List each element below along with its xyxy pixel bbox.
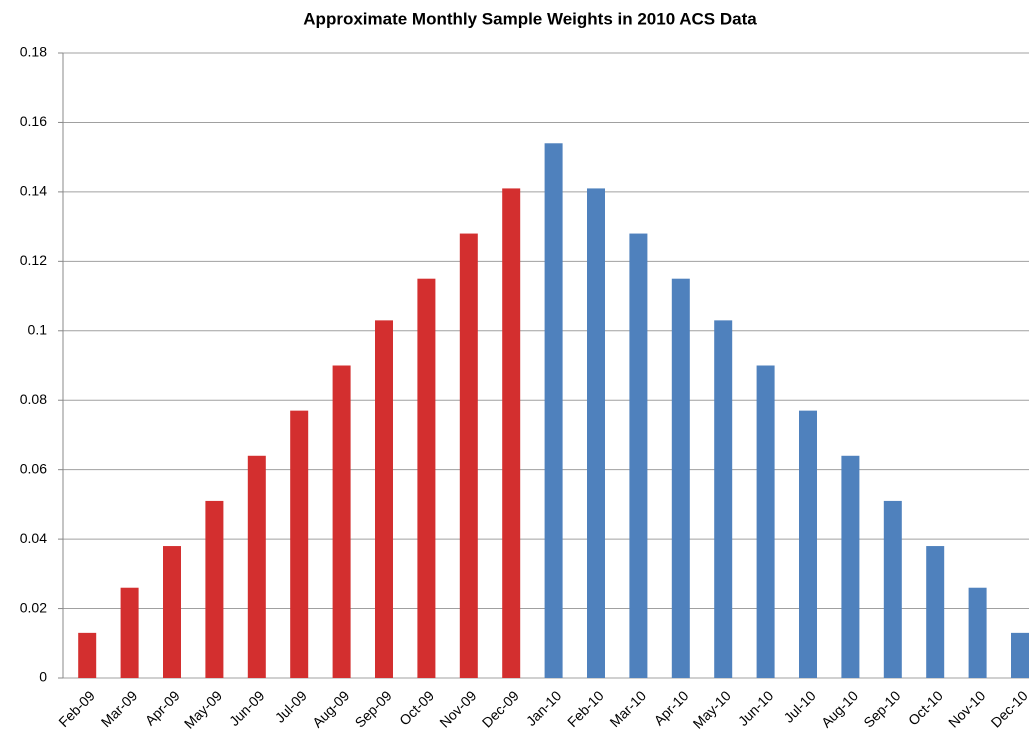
- y-tick-label: 0: [39, 669, 47, 685]
- bar: [205, 500, 224, 678]
- y-tick-label: 0.08: [20, 391, 47, 407]
- bar: [502, 188, 521, 678]
- bar: [714, 320, 733, 678]
- bar: [1011, 632, 1029, 678]
- y-tick-label: 0.02: [20, 599, 47, 615]
- x-tick-label: Jan-10: [523, 687, 565, 729]
- x-tick-label: Aug-09: [309, 687, 352, 730]
- x-tick-label: Sep-10: [860, 687, 903, 730]
- x-tick-label: Jun-10: [735, 687, 777, 729]
- x-tick-label: Jul-10: [780, 687, 818, 725]
- x-tick-label: May-10: [690, 687, 734, 731]
- bar: [247, 455, 266, 678]
- x-tick-label: Feb-10: [564, 687, 607, 730]
- bar: [841, 455, 860, 678]
- y-tick-label: 0.16: [20, 113, 47, 129]
- x-tick-label: Mar-09: [98, 687, 141, 730]
- x-tick-label: Jun-09: [226, 687, 268, 729]
- bar: [671, 278, 690, 678]
- y-tick-label: 0.14: [20, 183, 47, 199]
- x-tick-label: Nov-09: [436, 687, 479, 730]
- y-tick-label: 0.04: [20, 530, 47, 546]
- x-tick-label: Sep-09: [351, 687, 394, 730]
- x-tick-label: Dec-10: [988, 687, 1029, 730]
- bar: [629, 233, 648, 679]
- bar: [799, 410, 817, 678]
- x-tick-label: Oct-10: [905, 687, 946, 728]
- bar: [375, 320, 393, 678]
- x-tick-label: Apr-09: [142, 687, 183, 728]
- bar: [544, 143, 563, 678]
- bar: [926, 546, 945, 678]
- bar: [332, 365, 351, 678]
- bar: [78, 632, 97, 678]
- x-tick-label: Feb-09: [55, 687, 98, 730]
- x-tick-label: May-09: [181, 687, 225, 731]
- y-tick-label: 0.18: [20, 44, 47, 60]
- chart-title: Approximate Monthly Sample Weights in 20…: [303, 9, 757, 28]
- bar: [459, 233, 478, 679]
- x-tick-label: Jul-09: [272, 687, 310, 725]
- x-tick-label: Aug-10: [818, 687, 861, 730]
- y-tick-label: 0.12: [20, 252, 47, 268]
- bar: [756, 365, 775, 678]
- bar: [120, 587, 139, 678]
- y-tick-label: 0.06: [20, 460, 47, 476]
- x-tick-label: Nov-10: [945, 687, 988, 730]
- x-tick-label: Dec-09: [479, 687, 522, 730]
- bar: [417, 278, 436, 678]
- bar: [968, 587, 987, 678]
- x-tick-label: Oct-09: [396, 687, 437, 728]
- bar: [290, 410, 309, 678]
- x-tick-label: Mar-10: [606, 687, 649, 730]
- y-tick-label: 0.1: [28, 321, 48, 337]
- bar: [587, 188, 605, 678]
- bar: [883, 500, 902, 678]
- bar: [163, 546, 181, 678]
- x-tick-label: Apr-10: [651, 687, 692, 728]
